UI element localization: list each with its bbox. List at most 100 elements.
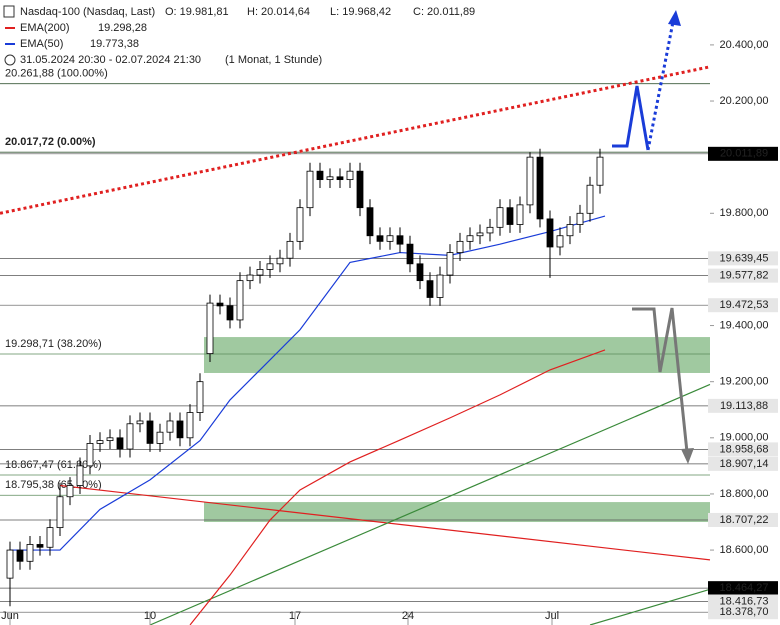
level-label: 20.011,89 [720, 148, 768, 160]
level-box [708, 268, 778, 283]
y-tick-label: 19.200,00 [720, 376, 769, 388]
level-box [708, 605, 778, 620]
quote: C: 20.011,89 [413, 6, 475, 18]
icon [3, 5, 15, 18]
quote: H: 20.014,64 [247, 6, 310, 18]
scenario-up-dotted [646, 21, 675, 151]
candle-body [576, 212, 584, 225]
candle-body [466, 235, 474, 242]
scenario-down [632, 307, 689, 453]
candle-body [586, 184, 594, 214]
candle-body [156, 431, 164, 444]
y-tick-label: 20.400,00 [720, 39, 769, 51]
level-label: 18.958,68 [720, 443, 769, 455]
candle-body [496, 207, 504, 228]
candle-body [326, 176, 334, 181]
x-tick-label: Jul [545, 610, 559, 622]
arrow-head [668, 10, 681, 26]
candle-body [196, 381, 204, 413]
level-label: 19.113,88 [720, 400, 768, 412]
candle-body [136, 420, 144, 425]
zone [204, 502, 710, 523]
candle-body [376, 235, 384, 242]
candle-body [406, 243, 414, 265]
ema-line [189, 349, 606, 625]
plot-area: 20.261,88 (100.00%) 20.017,72 (0.00%) 19.2… [0, 39, 778, 625]
zone [204, 337, 710, 373]
candle-body [56, 496, 64, 529]
candle-body [236, 280, 244, 321]
candle-body [556, 235, 564, 248]
scenario-up [612, 85, 650, 151]
x-tick-label: 17 [289, 610, 301, 622]
instrument: Nasdaq-100 (Nasdaq, Last) [20, 6, 155, 18]
candle-body [206, 302, 214, 355]
level-box [708, 251, 778, 266]
candle-body [356, 170, 364, 209]
candle-body [76, 465, 84, 486]
candle-body [386, 235, 394, 242]
candle-body [256, 269, 264, 276]
candle-body [366, 207, 374, 237]
candle-body [166, 420, 174, 433]
x-tick-label: 24 [402, 610, 414, 622]
candle-body [536, 156, 544, 220]
candle-body [86, 443, 94, 467]
y-tick-label: 18.600,00 [720, 544, 769, 556]
candle-body [346, 170, 354, 181]
candle-body [296, 207, 304, 242]
candle-body [116, 437, 124, 450]
candle-body [596, 156, 604, 186]
candle-body [486, 226, 494, 234]
fib-label: 19.298,71 (38.20%) [5, 338, 102, 350]
clock-icon [4, 54, 16, 66]
trend-line [589, 588, 711, 625]
y-tick-label: 19.400,00 [720, 319, 769, 331]
level-label: 18.464,27 [720, 582, 769, 594]
candle-body [286, 240, 294, 259]
y-tick-label: 19.800,00 [720, 207, 769, 219]
trend-line [59, 484, 711, 561]
y-tick-label: 20.200,00 [720, 95, 769, 107]
candle-body [476, 232, 484, 237]
level-box [708, 581, 778, 596]
candle-body [336, 176, 344, 181]
legend-value: 19.773,38 [90, 38, 139, 50]
candle-body [36, 544, 44, 548]
candle-body [226, 305, 234, 321]
level-label: 18.707,22 [720, 514, 769, 526]
quote: O: 19.981,81 [165, 6, 229, 18]
candle-body [546, 218, 554, 248]
level-box [708, 594, 778, 609]
candle-body [526, 156, 534, 206]
candle-body [16, 549, 24, 562]
fib-label: 20.017,72 (0.00%) [5, 136, 96, 148]
arrow-head [681, 448, 694, 464]
x-tick-label: 10 [144, 610, 156, 622]
level-box [708, 456, 778, 471]
candle-body [186, 412, 194, 439]
candle-body [316, 170, 324, 181]
level-box [708, 298, 778, 313]
candle-body [436, 274, 444, 298]
y-tick-label: 19.000,00 [720, 432, 769, 444]
candle-body [426, 280, 434, 298]
ema-line [10, 215, 606, 551]
candle-body [276, 257, 284, 265]
candle-body [126, 423, 134, 450]
candle-body [446, 252, 454, 276]
candle-body [516, 204, 524, 225]
interval: (1 Monat, 1 Stunde) [225, 54, 322, 66]
candle-body [306, 170, 314, 209]
y-tick-label: 18.800,00 [720, 488, 769, 500]
fib-label: 20.261,88 (100.00%) [5, 68, 108, 80]
candle-body [456, 240, 464, 253]
trend-line [0, 65, 711, 215]
legend-name: EMA(50) [20, 38, 63, 50]
candle-body [106, 437, 114, 442]
candle-body [6, 549, 14, 579]
legend-value: 19.298,28 [98, 22, 147, 34]
fib-label: 18.795,38 (65.20%) [5, 479, 102, 491]
